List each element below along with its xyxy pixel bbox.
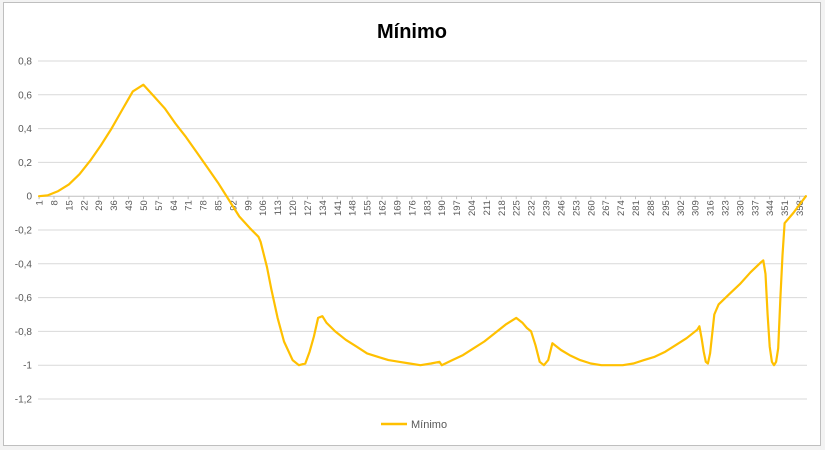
x-tick-label: 225 [512,200,523,216]
x-tick-label: 120 [288,200,299,216]
x-tick-label: 71 [184,200,195,211]
x-tick-label: 29 [94,200,105,211]
gridlines [38,60,807,400]
x-tick-label: 78 [199,200,210,211]
x-tick-label: 134 [318,200,329,216]
chart-area[interactable]: Mínimo 0,8 0,6 0,4 0,2 0 -0,2 -0,4 -0,6 -0,8 -1 -1… [3,2,821,446]
x-tick-label: 218 [497,200,508,216]
x-tick-label: 162 [378,200,389,216]
x-tick-label: 309 [691,200,702,216]
x-tick-label: 260 [586,200,597,216]
x-tick-label: 85 [214,200,225,211]
x-tick-label: 148 [348,200,359,216]
x-tick-label: 99 [243,200,254,211]
y-tick-label: 0 [26,192,32,203]
legend: Mínimo [381,419,447,431]
x-tick-label: 239 [542,200,553,216]
x-tick-label: 358 [795,200,806,216]
x-tick-label: 183 [422,200,433,216]
x-tick-label: 176 [407,200,418,216]
x-tick-label: 267 [601,200,612,216]
x-tick-label: 197 [452,200,463,216]
legend-entry-minimo: Mínimo [411,419,447,431]
y-tick-label: 0,6 [18,90,32,101]
x-tick-label: 295 [661,200,672,216]
x-tick-label: 22 [79,200,90,211]
x-tick-label: 316 [706,200,717,216]
x-tick-label: 43 [124,200,135,211]
x-tick-label: 8 [49,200,60,205]
x-tick-label: 281 [631,200,642,216]
x-tick-label: 57 [154,200,165,211]
y-tick-label: -0,6 [15,293,33,304]
y-tick-label: 0,2 [18,158,32,169]
x-tick-label: 1 [35,200,46,205]
x-tick-label: 337 [750,200,761,216]
x-tick-label: 351 [780,200,791,216]
x-tick-label: 106 [258,200,269,216]
x-tick-label: 344 [765,200,776,216]
y-tick-label: 0,4 [18,124,32,135]
series-layer [37,83,808,367]
x-tick-label: 50 [139,200,150,211]
x-tick-label: 204 [467,200,478,216]
x-tick-label: 127 [303,200,314,216]
x-tick-label: 253 [571,200,582,216]
x-tick-label: 141 [333,200,344,216]
y-tick-label: 0,8 [18,57,32,68]
series-line-minimo [37,83,808,367]
x-tick-label: 246 [556,200,567,216]
x-tick-label: 92 [228,200,239,211]
y-axis-ticks: 0,8 0,6 0,4 0,2 0 -0,2 -0,4 -0,6 -0,8 -1 -1,2 [15,57,33,406]
x-tick-label: 155 [363,200,374,216]
x-tick-label: 232 [527,200,538,216]
chart-title: Mínimo [377,21,447,43]
x-tick-label: 64 [169,200,180,211]
y-tick-label: -0,8 [15,327,33,338]
x-tick-label: 330 [735,200,746,216]
x-tick-label: 190 [437,200,448,216]
y-tick-label: -0,4 [15,259,33,270]
y-tick-label: -1,2 [15,395,33,406]
x-tick-label: 323 [720,200,731,216]
x-tick-label: 288 [646,200,657,216]
x-tick-label: 302 [676,200,687,216]
x-tick-label: 15 [64,200,75,211]
x-tick-label: 169 [392,200,403,216]
x-axis-ticks: 1 8 15 22 29 36 43 50 57 64 71 78 85 92 99 106 113 120 127… [35,196,806,216]
y-tick-label: -1 [23,361,32,372]
x-tick-label: 113 [273,200,284,215]
y-tick-label: -0,2 [15,226,33,237]
x-tick-label: 36 [109,200,120,211]
line-chart: 0,8 0,6 0,4 0,2 0 -0,2 -0,4 -0,6 -0,8 -1 -1,2 1 8 15… [15,57,808,431]
x-tick-label: 211 [482,200,493,215]
x-tick-label: 274 [616,200,627,216]
